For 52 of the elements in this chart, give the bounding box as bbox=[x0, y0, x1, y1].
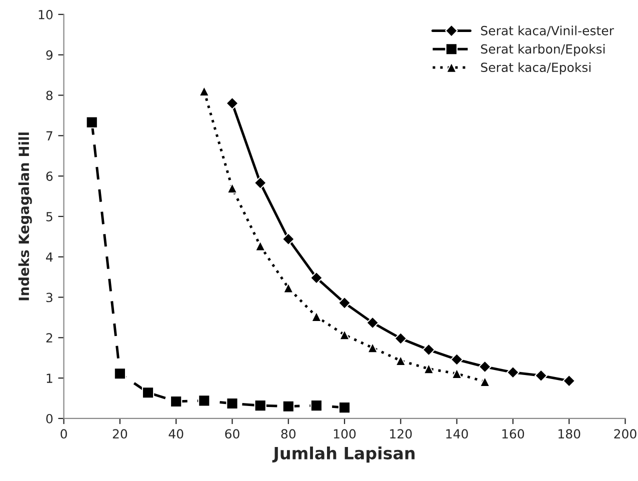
point bbox=[226, 96, 239, 110]
point bbox=[450, 353, 464, 366]
x-tick-label: 140 bbox=[446, 429, 468, 439]
x-tick-label: 60 bbox=[225, 429, 240, 439]
point bbox=[254, 176, 267, 190]
x-tick-label: 20 bbox=[112, 429, 128, 439]
x-tick-label: 180 bbox=[558, 429, 580, 439]
point bbox=[534, 369, 548, 382]
y-tick-label: 2 bbox=[46, 333, 52, 342]
y-tick-label: 4 bbox=[46, 252, 53, 262]
point bbox=[142, 386, 154, 399]
point bbox=[86, 116, 98, 128]
x-tick-label: 80 bbox=[281, 429, 296, 439]
y-tick-label: 10 bbox=[38, 10, 53, 20]
x-tick-label: 120 bbox=[390, 429, 412, 439]
y-tick-label: 7 bbox=[46, 131, 52, 140]
point bbox=[114, 368, 126, 380]
point bbox=[170, 395, 182, 408]
point bbox=[478, 360, 492, 374]
point bbox=[338, 401, 351, 414]
point bbox=[198, 394, 210, 407]
point bbox=[366, 316, 380, 330]
y-tick-label: 1 bbox=[46, 374, 52, 383]
x-tick-label: 200 bbox=[614, 429, 636, 439]
x-tick-label: 100 bbox=[334, 429, 356, 439]
point bbox=[282, 282, 294, 294]
legend-label: Serat kaca/Epoksi bbox=[481, 62, 590, 74]
y-tick-label: 6 bbox=[46, 172, 53, 181]
point bbox=[254, 240, 266, 252]
y-tick-label: 8 bbox=[46, 90, 53, 100]
point bbox=[338, 296, 351, 310]
point bbox=[394, 332, 408, 345]
y-tick-label: 5 bbox=[46, 212, 52, 222]
legend-label: Serat kaca/Vinil-ester bbox=[481, 26, 614, 36]
point bbox=[282, 400, 294, 412]
point bbox=[562, 374, 576, 388]
point bbox=[226, 397, 238, 410]
y-axis-title: Indeks Kegagalan Hill bbox=[18, 132, 32, 300]
x-tick-label: 40 bbox=[168, 429, 184, 439]
legend-label: Serat karbon/Epoksi bbox=[481, 44, 605, 56]
point bbox=[254, 399, 266, 412]
y-tick-label: 3 bbox=[46, 292, 52, 302]
x-tick-label: 160 bbox=[502, 429, 524, 439]
point bbox=[310, 399, 323, 412]
point bbox=[310, 271, 323, 284]
y-tick-label: 0 bbox=[46, 414, 53, 424]
point bbox=[422, 343, 436, 356]
x-tick-label: 0 bbox=[60, 429, 67, 439]
y-tick-label: 9 bbox=[46, 50, 53, 60]
x-axis-title: Jumlah Lapisan bbox=[272, 446, 415, 463]
point bbox=[506, 366, 520, 379]
point bbox=[282, 232, 295, 246]
